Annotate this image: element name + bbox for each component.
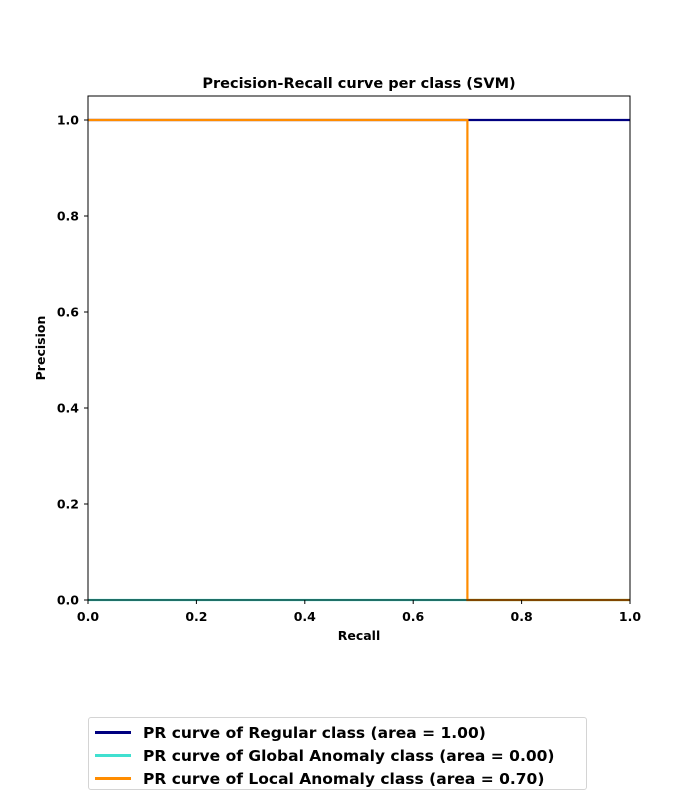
x-axis-label: Recall [338,628,381,643]
y-tick-label: 0.2 [57,497,79,512]
legend-item-regular: PR curve of Regular class (area = 1.00) [89,721,586,744]
x-axis-ticks: 0.0 0.2 0.4 0.6 0.8 1.0 [77,600,641,624]
y-axis-label: Precision [33,316,48,381]
chart-title: Precision-Recall curve per class (SVM) [202,76,515,92]
legend-item-global-anomaly: PR curve of Global Anomaly class (area =… [89,744,586,767]
legend-label-local-anomaly: PR curve of Local Anomaly class (area = … [143,769,545,788]
legend-item-local-anomaly: PR curve of Local Anomaly class (area = … [89,767,586,790]
y-tick-label: 0.0 [57,593,79,608]
x-tick-label: 1.0 [619,609,641,624]
plot-frame [87,95,631,601]
y-tick-label: 0.4 [57,401,79,416]
y-axis-ticks: 0.0 0.2 0.4 0.6 0.8 1.0 [57,113,88,608]
x-tick-label: 0.6 [402,609,424,624]
legend-swatch-regular [95,731,131,734]
y-tick-label: 1.0 [57,113,79,128]
x-tick-label: 0.8 [511,609,533,624]
x-tick-label: 0.2 [185,609,207,624]
x-tick-label: 0.4 [294,609,316,624]
legend-swatch-local-anomaly [95,777,131,780]
y-tick-label: 0.6 [57,305,79,320]
y-tick-label: 0.8 [57,209,79,224]
x-tick-label: 0.0 [77,609,99,624]
legend-swatch-global-anomaly [95,754,131,757]
legend-label-global-anomaly: PR curve of Global Anomaly class (area =… [143,746,555,765]
series-line-local-anomaly [88,118,630,602]
plot-series-group [88,118,630,602]
legend: PR curve of Regular class (area = 1.00) … [88,717,587,790]
legend-label-regular: PR curve of Regular class (area = 1.00) [143,723,486,742]
